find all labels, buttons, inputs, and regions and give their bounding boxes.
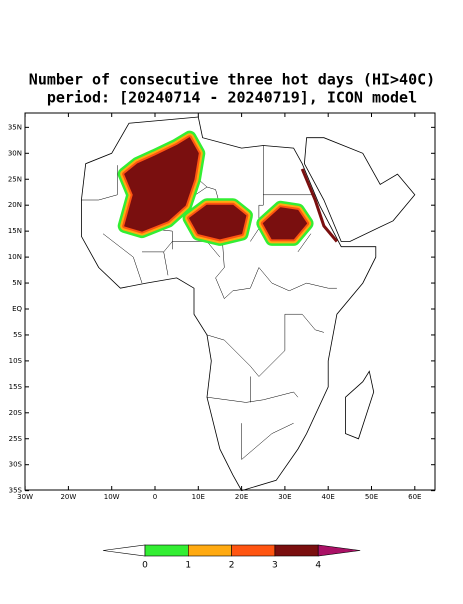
colorbar: 0 1 2 3 4 bbox=[102, 544, 361, 571]
lat-label: 10N bbox=[8, 253, 22, 261]
lat-label: 5S bbox=[13, 331, 22, 339]
lat-label: EQ bbox=[12, 305, 22, 313]
title-line: Number of consecutive three hot days (HI… bbox=[29, 71, 435, 89]
border bbox=[284, 313, 324, 333]
lat-label: 5N bbox=[12, 279, 22, 287]
land bbox=[345, 370, 375, 440]
lat-label: 10S bbox=[9, 357, 23, 365]
colorbar-label: 2 bbox=[229, 561, 235, 571]
border bbox=[224, 267, 260, 299]
colorbar-segment bbox=[274, 544, 319, 557]
colorbar-label: 3 bbox=[272, 561, 278, 571]
colorbar-end bbox=[102, 544, 146, 557]
colorbar-segment bbox=[231, 544, 276, 557]
lon-label: 20W bbox=[60, 493, 76, 501]
border bbox=[250, 145, 264, 242]
colorbar-label: 0 bbox=[142, 561, 148, 571]
lon-label: 30E bbox=[278, 493, 291, 501]
axis-ticks: 35N 30N 25N 20N 15N 10N 5N EQ 5S 10S 15S 20S 25S 30S 3… bbox=[8, 113, 435, 501]
hot-coast bbox=[300, 168, 339, 243]
colorbar-segment bbox=[144, 544, 189, 557]
lon-label: 50E bbox=[365, 493, 378, 501]
border bbox=[163, 251, 169, 276]
title-line: period: [20240714 - 20240719], ICON mode… bbox=[47, 89, 417, 107]
lat-label: 20N bbox=[8, 201, 22, 209]
hot-area-4 bbox=[189, 204, 247, 240]
colorbar-segment bbox=[188, 544, 232, 557]
hot-area-4 bbox=[124, 137, 199, 232]
border bbox=[297, 233, 312, 253]
border bbox=[206, 314, 286, 377]
border bbox=[81, 165, 118, 201]
colorbar-label: 4 bbox=[315, 561, 321, 571]
lat-label: 30S bbox=[9, 461, 23, 469]
lon-label: 10E bbox=[192, 493, 205, 501]
border bbox=[102, 233, 143, 284]
lon-label: 20E bbox=[235, 493, 248, 501]
map bbox=[81, 116, 416, 492]
lat-label: 25S bbox=[9, 435, 23, 443]
border bbox=[258, 267, 337, 292]
lon-label: 10W bbox=[104, 493, 120, 501]
border bbox=[206, 391, 299, 403]
lat-label: 25N bbox=[8, 175, 22, 183]
land bbox=[303, 137, 416, 242]
colorbar-end bbox=[317, 544, 361, 557]
lat-label: 15S bbox=[9, 383, 23, 391]
lon-label: 60E bbox=[408, 493, 421, 501]
lon-label: 40E bbox=[322, 493, 335, 501]
lon-label: 30W bbox=[17, 493, 33, 501]
lat-label: 35N bbox=[8, 123, 22, 131]
lat-label: 15N bbox=[8, 227, 22, 235]
lon-label: 0 bbox=[153, 493, 157, 501]
hot-area-4 bbox=[262, 207, 308, 240]
border bbox=[241, 422, 294, 461]
lat-label: 35S bbox=[9, 487, 23, 495]
lat-label: 30N bbox=[8, 149, 22, 157]
colorbar-label: 1 bbox=[185, 561, 191, 571]
lat-label: 20S bbox=[9, 409, 23, 417]
map-frame bbox=[24, 112, 436, 491]
